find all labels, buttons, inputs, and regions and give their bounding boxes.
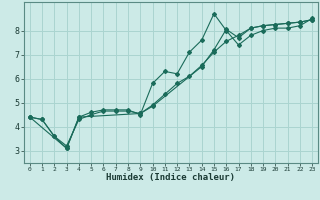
X-axis label: Humidex (Indice chaleur): Humidex (Indice chaleur) [107, 173, 236, 182]
